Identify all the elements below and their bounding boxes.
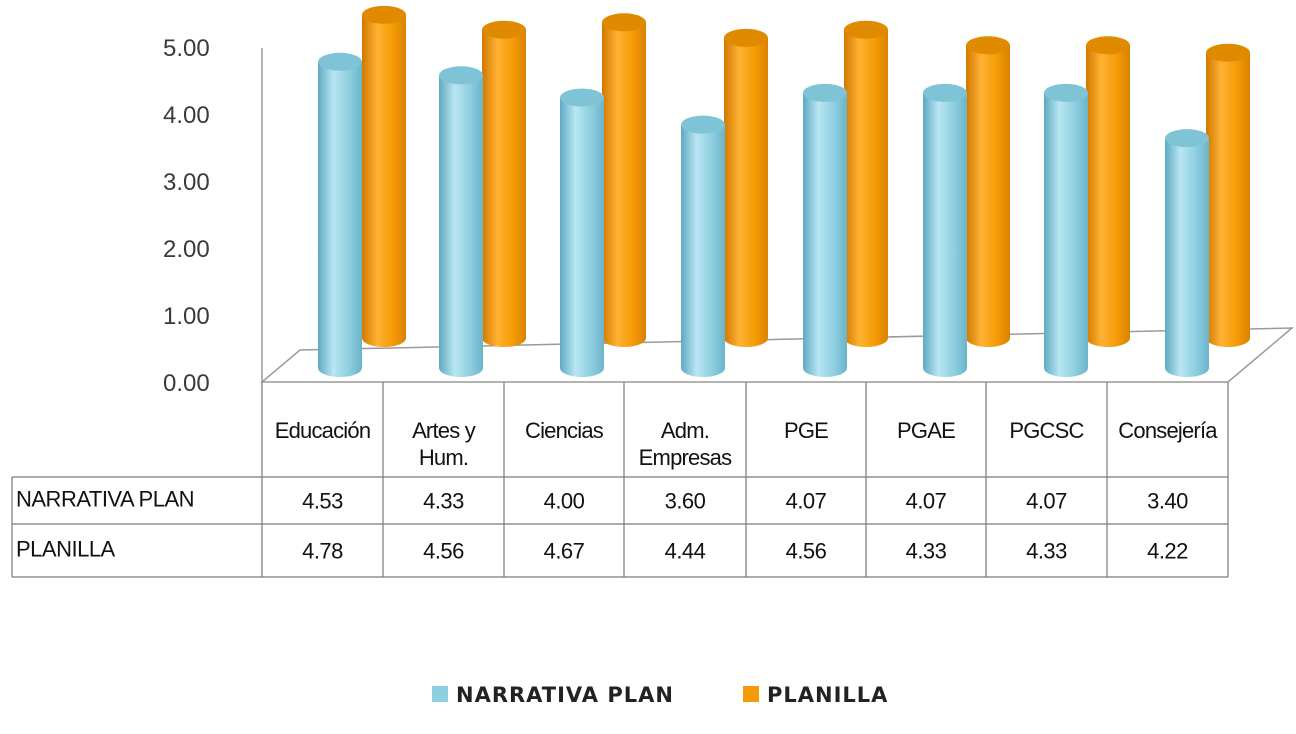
y-tick-label: 5.00 bbox=[163, 35, 210, 62]
category-label: Educación bbox=[275, 418, 371, 443]
bar-top bbox=[602, 13, 646, 32]
legend-label-narrativa: NARRATIVA PLAN bbox=[456, 683, 674, 707]
bar-body bbox=[439, 75, 483, 378]
bar-body bbox=[803, 92, 847, 378]
table-value: 4.07 bbox=[786, 489, 827, 514]
bar-body bbox=[602, 22, 646, 347]
legend-swatch-narrativa bbox=[432, 686, 448, 702]
table-value: 4.44 bbox=[665, 539, 706, 564]
bar-planilla bbox=[724, 28, 768, 348]
y-tick-label: 0.00 bbox=[163, 370, 210, 397]
bar-narrativa-plan bbox=[1044, 83, 1088, 378]
table-value: 4.33 bbox=[423, 489, 464, 514]
bar-narrativa-plan bbox=[560, 88, 604, 377]
bar-top bbox=[923, 83, 967, 102]
bar-body bbox=[318, 61, 362, 377]
bar-body bbox=[1086, 45, 1130, 348]
bar-body bbox=[1044, 92, 1088, 378]
legend-label-planilla: PLANILLA bbox=[767, 683, 888, 707]
bar-planilla bbox=[482, 20, 526, 348]
bar-narrativa-plan bbox=[923, 83, 967, 378]
bar-top bbox=[318, 52, 362, 71]
bar-top bbox=[1165, 129, 1209, 148]
table-value: 4.56 bbox=[786, 539, 827, 564]
bar-body bbox=[362, 14, 406, 347]
y-tick-label: 3.00 bbox=[163, 169, 210, 196]
table-value: 4.56 bbox=[423, 539, 464, 564]
bar-body bbox=[482, 29, 526, 348]
table-value: 4.33 bbox=[1026, 539, 1067, 564]
table-series-name: PLANILLA bbox=[16, 537, 116, 562]
table-value: 4.07 bbox=[1026, 489, 1067, 514]
bar-body bbox=[724, 37, 768, 348]
table-value: 4.07 bbox=[906, 489, 947, 514]
y-tick-label: 4.00 bbox=[163, 102, 210, 129]
y-tick-label: 1.00 bbox=[163, 303, 210, 330]
bar-planilla bbox=[362, 5, 406, 347]
category-label: PGCSC bbox=[1009, 418, 1084, 443]
y-axis-tick-labels: 0.00 1.00 2.00 3.00 4.00 5.00 bbox=[163, 35, 210, 397]
bar-top bbox=[724, 28, 768, 47]
category-label: PGE bbox=[784, 418, 828, 443]
bar-body bbox=[923, 92, 967, 378]
bar-planilla bbox=[1206, 43, 1250, 348]
legend-swatch-planilla bbox=[743, 686, 759, 702]
bar-narrativa-plan bbox=[1165, 129, 1209, 377]
table-value: 3.40 bbox=[1147, 489, 1188, 514]
category-label: Consejería bbox=[1118, 418, 1218, 443]
category-label: PGAE bbox=[897, 418, 955, 443]
table-series-name: NARRATIVA PLAN bbox=[16, 487, 194, 512]
bar-top bbox=[681, 115, 725, 134]
legend: NARRATIVA PLAN PLANILLA bbox=[432, 683, 888, 707]
bar-body bbox=[681, 124, 725, 377]
bar-top bbox=[1206, 43, 1250, 62]
bar-top bbox=[966, 36, 1010, 55]
bar-top bbox=[1044, 83, 1088, 102]
bar-narrativa-plan bbox=[318, 52, 362, 377]
bar-narrativa-plan bbox=[803, 83, 847, 378]
bar-top bbox=[482, 20, 526, 39]
table-value: 4.53 bbox=[302, 489, 343, 514]
bar-planilla bbox=[602, 13, 646, 347]
table-value: 4.22 bbox=[1147, 539, 1188, 564]
bar-top bbox=[803, 83, 847, 102]
category-label: Ciencias bbox=[525, 418, 604, 443]
plot-floor bbox=[259, 327, 1295, 383]
bar-series bbox=[318, 5, 1250, 378]
bar-body bbox=[966, 45, 1010, 348]
table-value: 4.33 bbox=[906, 539, 947, 564]
plot-area bbox=[259, 48, 1295, 383]
bar-body bbox=[1206, 52, 1250, 348]
table-value: 4.78 bbox=[302, 539, 343, 564]
category-label: Hum. bbox=[419, 445, 468, 470]
category-label: Empresas bbox=[639, 445, 732, 470]
category-label: Adm. bbox=[661, 418, 709, 443]
table-value: 4.67 bbox=[544, 539, 585, 564]
bar-top bbox=[844, 20, 888, 39]
bar-planilla bbox=[844, 20, 888, 348]
bar-top bbox=[362, 5, 406, 24]
bar-top bbox=[1086, 36, 1130, 55]
bar-body bbox=[560, 97, 604, 377]
bar-narrativa-plan bbox=[681, 115, 725, 377]
y-tick-label: 2.00 bbox=[163, 236, 210, 263]
bar-top bbox=[439, 66, 483, 85]
table-value: 3.60 bbox=[665, 489, 706, 514]
table-value: 4.00 bbox=[544, 489, 585, 514]
bar-planilla bbox=[966, 36, 1010, 348]
bar-body bbox=[1165, 138, 1209, 377]
bar-planilla bbox=[1086, 36, 1130, 348]
category-label: Artes y bbox=[412, 418, 476, 443]
bar-narrativa-plan bbox=[439, 66, 483, 378]
bar-body bbox=[844, 29, 888, 348]
bar-top bbox=[560, 88, 604, 107]
